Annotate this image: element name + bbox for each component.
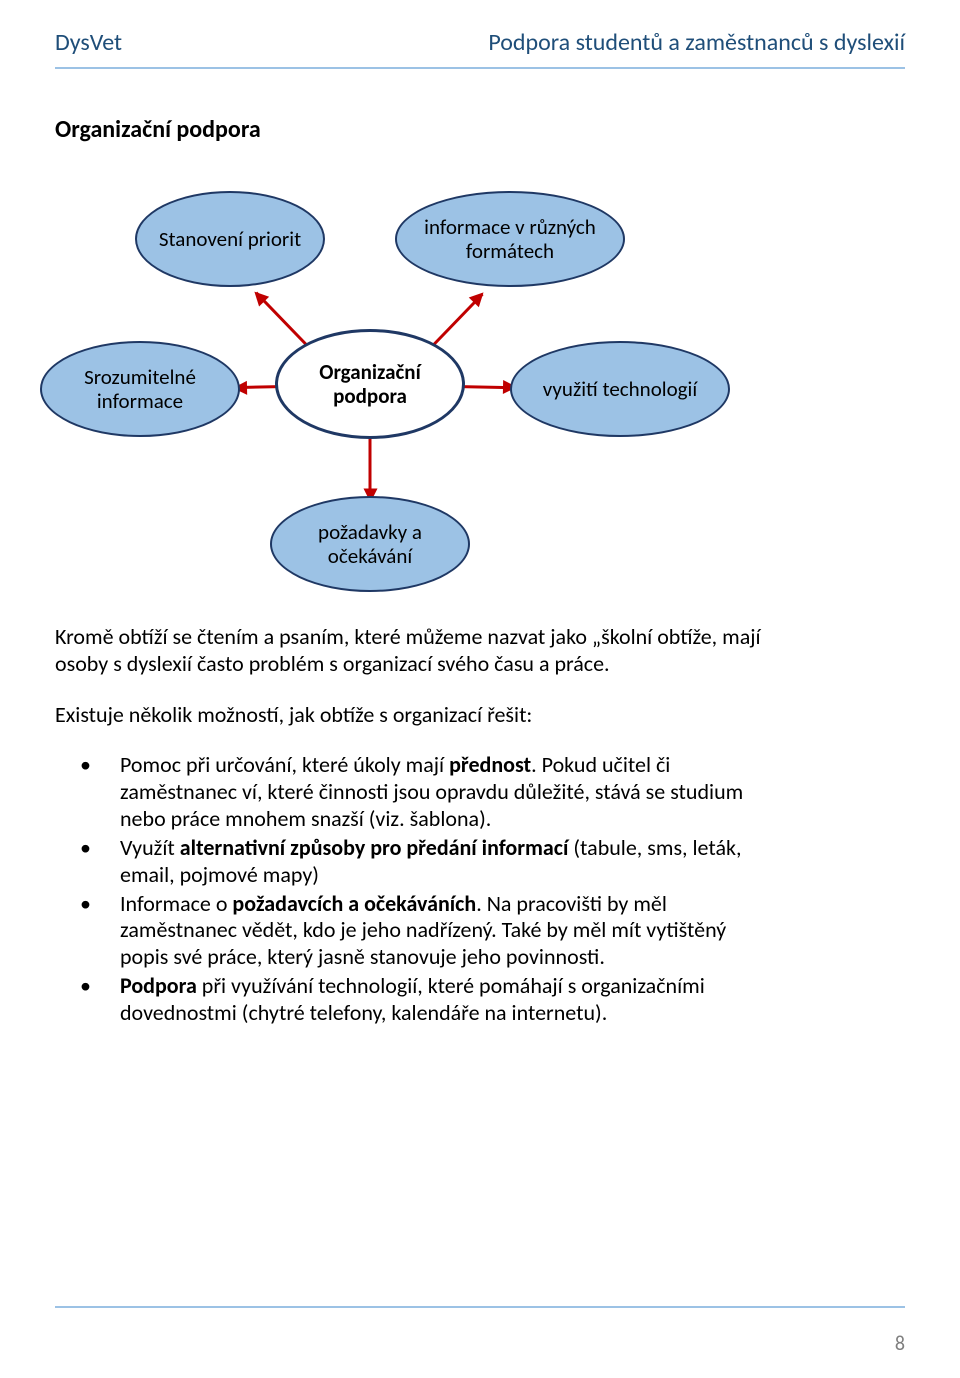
section-title: Organizační podpora	[0, 69, 960, 144]
header-right: Podpora studentů a zaměstnanců s dyslexi…	[488, 28, 905, 57]
list-item: Využít alternativní způsoby pro předání …	[120, 835, 765, 889]
list-item: Podpora při využívání technologií, které…	[120, 973, 765, 1027]
lead-paragraph: Existuje několik možností, jak obtíže s …	[55, 702, 765, 729]
footer-rule	[55, 1306, 905, 1308]
page-header: DysVet Podpora studentů a zaměstnanců s …	[0, 0, 960, 65]
diagram-node-expect: požadavky a očekávání	[270, 496, 470, 592]
diagram-node-center: Organizační podpora	[275, 329, 465, 439]
diagram-node-tech: využití technologií	[510, 341, 730, 437]
list-item: Pomoc při určování, které úkoly mají pře…	[120, 752, 765, 832]
connector	[369, 435, 372, 500]
bullet-list: Pomoc při určování, které úkoly mají pře…	[55, 752, 765, 1026]
connector	[428, 294, 483, 351]
intro-paragraph: Kromě obtíží se čtením a psaním, které m…	[55, 624, 765, 678]
header-left: DysVet	[55, 28, 122, 57]
body-text: Kromě obtíží se čtením a psaním, které m…	[0, 594, 960, 1027]
list-item: Informace o požadavcích a očekáváních. N…	[120, 891, 765, 971]
diagram-node-formats: informace v různých formátech	[395, 191, 625, 287]
concept-map: Organizační podpora Stanovení priorit info…	[55, 174, 905, 594]
diagram-node-priorities: Stanovení priorit	[135, 191, 325, 287]
connector	[255, 292, 312, 351]
page-number: 8	[895, 1332, 905, 1356]
diagram-node-clearinfo: Srozumitelné informace	[40, 341, 240, 437]
